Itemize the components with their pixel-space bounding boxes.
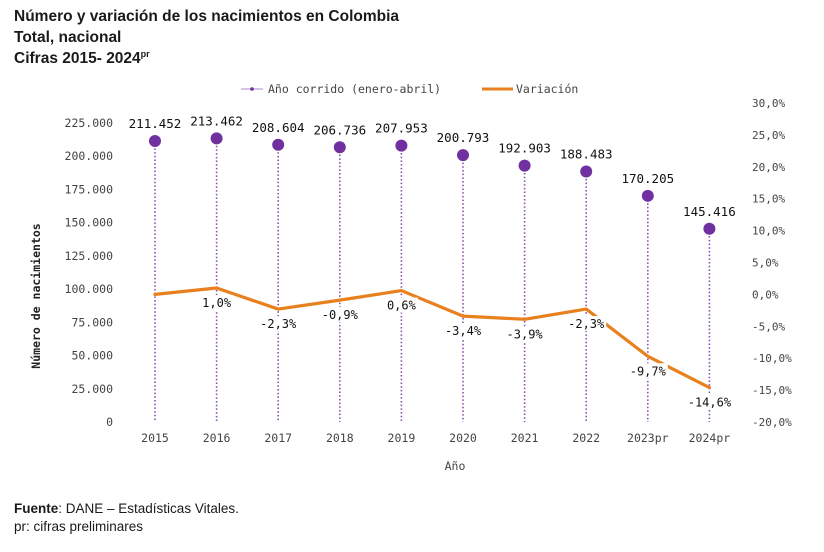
- variation-label: -2,3%: [568, 317, 605, 331]
- lollipop-dot: [210, 132, 223, 145]
- lollipop-value-label: 192.903: [498, 141, 551, 156]
- lollipop-value-label: 213.462: [190, 113, 243, 128]
- legend-marker-lollipop-dot: [250, 87, 254, 91]
- left-tick-label: 50.000: [71, 349, 113, 363]
- variation-label: -9,7%: [630, 364, 667, 378]
- right-axis-ticks: -20,0% -15,0% -10,0% -5,0% 0,0% 5,0% 10,0% 15,0…: [752, 97, 792, 429]
- x-tick-label: 2021: [511, 431, 539, 445]
- lollipop-dots: [149, 132, 716, 235]
- lollipop-dot: [580, 165, 593, 178]
- right-tick-label: -5,0%: [752, 320, 785, 333]
- legend: Año corrido (enero-abril) Variación: [241, 82, 578, 96]
- footer: Fuente: DANE – Estadísticas Vitales. pr:…: [14, 500, 239, 536]
- chart-subtitle-2-sup: pr: [140, 48, 150, 59]
- right-tick-label: -10,0%: [752, 352, 792, 365]
- left-tick-label: 175.000: [65, 182, 114, 196]
- variation-label-bg: [443, 323, 483, 339]
- x-tick-label: 2020: [449, 431, 477, 445]
- lollipop-dot: [641, 189, 654, 202]
- variation-line: [153, 286, 712, 390]
- footer-source-label: Fuente: [14, 501, 59, 516]
- lollipop-stems: [154, 138, 711, 422]
- lollipop-value-label: 211.452: [129, 116, 182, 131]
- right-tick-label: 15,0%: [752, 193, 785, 206]
- lollipop-value-label: 170.205: [621, 171, 674, 186]
- lollipop-dot: [518, 159, 531, 172]
- variation-label-bg: [258, 316, 299, 332]
- x-axis-title: Año: [445, 459, 466, 473]
- chart-subtitle-2-main: Cifras 2015- 2024: [14, 50, 141, 67]
- variation-label-bg: [319, 307, 360, 323]
- chart-subtitle-2: Cifras 2015- 2024pr: [14, 48, 399, 69]
- left-tick-label: 200.000: [65, 149, 114, 163]
- left-axis-ticks: 0 25.000 50.000 75.000 100.000 125.000 150.000…: [65, 116, 114, 429]
- variation-label-bg: [627, 363, 668, 379]
- left-tick-label: 225.000: [65, 116, 114, 130]
- chart-title: Número y variación de los nacimientos en…: [14, 8, 400, 25]
- left-tick-label: 125.000: [65, 249, 114, 263]
- x-tick-label: 2019: [388, 431, 416, 445]
- x-tick-label: 2016: [203, 431, 231, 445]
- left-tick-label: 0: [106, 415, 113, 429]
- variation-label-bg: [200, 295, 233, 311]
- left-tick-label: 25.000: [71, 382, 113, 396]
- lollipop-dot: [272, 138, 285, 151]
- variation-label-bg: [385, 297, 418, 313]
- chart-area: Año corrido (enero-abril) Variación 0 25.…: [29, 82, 792, 473]
- lollipop-value-label: 208.604: [252, 120, 305, 135]
- footer-source: Fuente: DANE – Estadísticas Vitales.: [14, 500, 239, 518]
- x-tick-label: 2015: [141, 431, 169, 445]
- chart-subtitle-1: Total, nacional: [14, 29, 122, 46]
- left-tick-label: 100.000: [65, 282, 114, 296]
- variation-label-bg: [566, 316, 607, 332]
- variation-label: -3,4%: [445, 324, 482, 338]
- variation-label: -2,3%: [260, 317, 297, 331]
- x-tick-label: 2022: [572, 431, 600, 445]
- left-tick-label: 150.000: [65, 216, 114, 230]
- variation-label: -3,9%: [507, 327, 544, 341]
- x-axis-ticks: 2015 2016 2017 2018 2019 2020 2021 2022 2023pr 20…: [141, 431, 730, 445]
- variation-label-bg: [504, 326, 545, 342]
- x-tick-label: 2018: [326, 431, 354, 445]
- lollipop-value-label: 200.793: [437, 130, 490, 145]
- lollipop-dot: [457, 149, 469, 162]
- variation-label: -0,9%: [322, 308, 359, 322]
- variation-label: 0,6%: [387, 299, 417, 313]
- lollipop-dot: [395, 139, 408, 152]
- right-tick-label: 0,0%: [752, 288, 779, 301]
- lollipop-value-label: 188.483: [560, 147, 613, 162]
- variation-polyline: [153, 286, 712, 390]
- y-axis-title: Número de nacimientos: [29, 223, 43, 368]
- right-tick-label: 20,0%: [752, 161, 785, 174]
- right-tick-label: 25,0%: [752, 129, 785, 142]
- lollipop-dot: [703, 222, 716, 235]
- lollipop-value-label: 206.736: [313, 122, 366, 137]
- left-tick-label: 75.000: [71, 315, 113, 329]
- footer-note: pr: cifras preliminares: [14, 519, 144, 534]
- variation-label: -14,6%: [688, 396, 732, 410]
- x-tick-label: 2017: [264, 431, 292, 445]
- footer-source-text: : DANE – Estadísticas Vitales.: [58, 501, 239, 516]
- x-tick-label: 2023pr: [627, 431, 669, 445]
- lollipop-value-label: 207.953: [375, 121, 428, 136]
- right-tick-label: 30,0%: [752, 97, 785, 110]
- right-tick-label: -15,0%: [752, 384, 792, 397]
- lollipop-dot: [333, 141, 346, 154]
- variation-labels: 1,0% -2,3% -0,9% 0,6% -3,4% -3,9% -2,3% -9,7% -1…: [200, 295, 733, 410]
- chart-title-block: Número y variación de los nacimientos en…: [14, 6, 399, 69]
- lollipop-value-label: 145.416: [683, 204, 736, 219]
- lollipop-dot: [149, 135, 161, 148]
- lollipop-value-labels: 211.452 213.462 208.604 206.736 207.953 200.7…: [129, 113, 736, 218]
- legend-label-line: Variación: [516, 82, 578, 96]
- variation-label: 1,0%: [202, 296, 232, 310]
- variation-label-bg: [685, 394, 733, 410]
- right-tick-label: -20,0%: [752, 416, 792, 429]
- right-tick-label: 5,0%: [752, 257, 779, 270]
- right-tick-label: 10,0%: [752, 225, 785, 238]
- x-tick-label: 2024pr: [689, 431, 731, 445]
- legend-label-lollipop: Año corrido (enero-abril): [268, 82, 441, 96]
